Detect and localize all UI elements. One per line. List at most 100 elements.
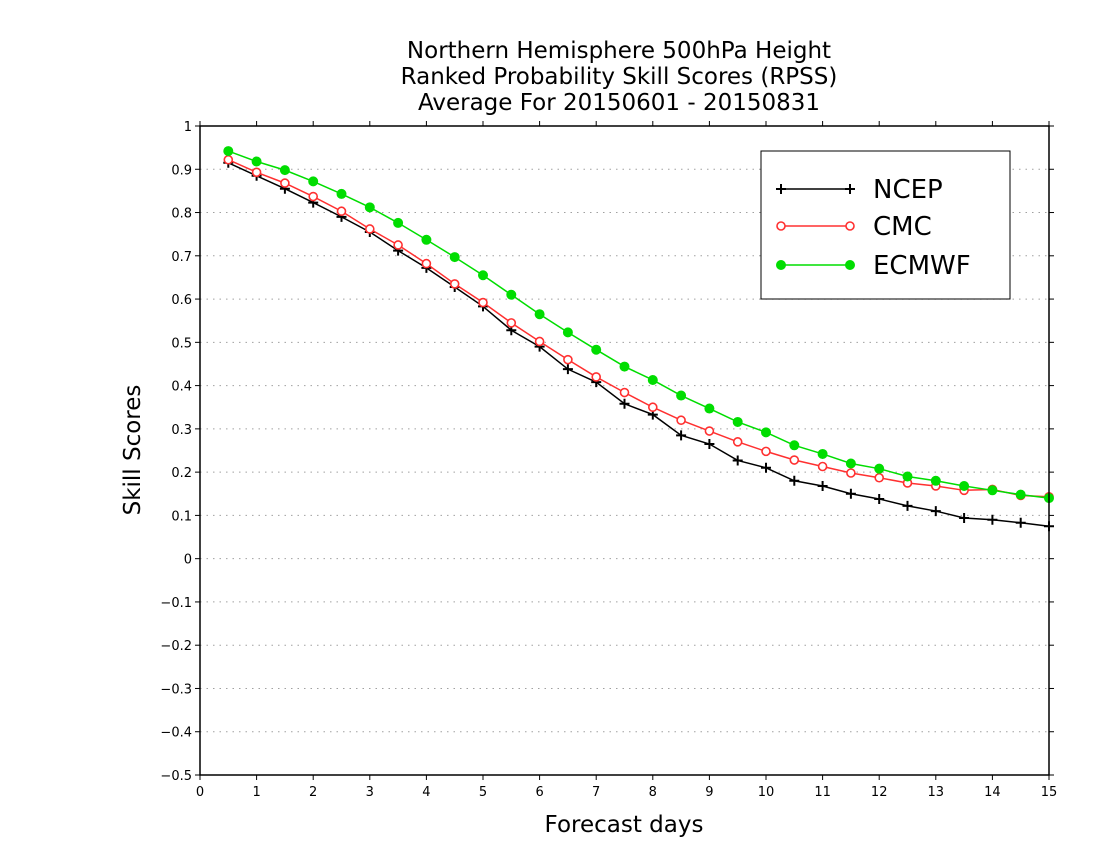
x-axis-ticks: 0 1 2 3 4 5 6 7 8 9 10 11 12 13 14 15 xyxy=(196,121,1057,800)
legend-item-cmc: CMC xyxy=(776,212,932,242)
data-point-cmc xyxy=(251,167,262,178)
data-point-ecmwf xyxy=(647,374,658,385)
data-point-cmc xyxy=(449,279,460,289)
x-tick-label: 5 xyxy=(479,785,487,800)
data-point-cmc xyxy=(789,455,800,465)
data-point-cmc xyxy=(647,402,658,413)
x-tick-label: 0 xyxy=(196,785,204,800)
data-point-ecmwf xyxy=(506,289,517,300)
data-point-ecmwf xyxy=(591,344,602,355)
x-tick-label: 7 xyxy=(592,785,600,800)
x-tick-label: 10 xyxy=(758,785,775,800)
data-point-ecmwf xyxy=(874,463,885,474)
data-point-ncep xyxy=(619,398,630,409)
data-point-ncep xyxy=(562,364,573,375)
legend-item-ecmwf: ECMWF xyxy=(776,251,971,281)
data-point-cmc xyxy=(393,240,403,250)
chart-title-line-1: Northern Hemisphere 500hPa Height xyxy=(407,38,831,64)
y-tick-label: −0.1 xyxy=(160,596,192,611)
y-tick-label: 0.1 xyxy=(171,509,192,524)
data-point-ecmwf xyxy=(619,361,630,372)
plot-frame xyxy=(199,125,1050,776)
chart-title-line-2: Ranked Probability Skill Scores (RPSS) xyxy=(401,64,838,90)
data-point-cmc xyxy=(874,472,885,483)
x-tick-label: 6 xyxy=(535,785,543,800)
data-point-cmc xyxy=(704,426,715,436)
y-tick-label: 0.9 xyxy=(171,163,192,178)
x-tick-label: 13 xyxy=(928,785,945,800)
x-tick-label: 4 xyxy=(422,785,430,800)
legend-item-ncep: NCEP xyxy=(776,175,943,205)
data-point-cmc xyxy=(732,437,743,447)
y-tick-label: −0.3 xyxy=(160,682,192,697)
data-point-ecmwf xyxy=(930,475,941,486)
y-tick-label: 0.2 xyxy=(171,466,192,481)
x-tick-label: 1 xyxy=(252,785,260,800)
x-tick-label: 11 xyxy=(814,785,831,800)
data-point-ncep xyxy=(817,480,828,491)
data-point-ecmwf xyxy=(959,480,970,491)
y-tick-label: 1 xyxy=(184,120,192,135)
data-point-ecmwf xyxy=(449,252,460,263)
data-point-ecmwf xyxy=(279,165,290,176)
x-tick-label: 9 xyxy=(705,785,713,800)
data-point-ncep xyxy=(902,500,913,511)
legend-box xyxy=(760,150,1011,300)
data-point-ecmwf xyxy=(562,327,573,338)
data-point-ecmwf xyxy=(817,448,828,459)
data-point-ecmwf xyxy=(223,146,234,157)
x-tick-label: 2 xyxy=(309,785,317,800)
y-tick-label: 0.7 xyxy=(171,250,192,265)
data-point-ncep xyxy=(959,512,970,523)
data-point-ncep xyxy=(704,439,715,450)
y-tick-label: −0.2 xyxy=(160,639,192,654)
y-tick-label: 0.4 xyxy=(171,380,192,395)
data-point-cmc xyxy=(308,191,319,202)
data-point-cmc xyxy=(364,224,375,234)
legend-marker-cmc xyxy=(776,221,786,231)
chart-title-line-3: Average For 20150601 - 20150831 xyxy=(418,90,820,116)
data-point-ecmwf xyxy=(421,234,432,245)
data-point-cmc xyxy=(591,372,602,382)
data-point-ecmwf xyxy=(902,471,913,482)
data-point-cmc xyxy=(846,468,856,478)
legend-marker-cmc xyxy=(845,221,855,231)
x-tick-label: 3 xyxy=(366,785,374,800)
legend-marker-ncep xyxy=(776,184,786,194)
data-point-ecmwf xyxy=(393,217,404,228)
x-axis-title: Forecast days xyxy=(545,812,704,838)
data-point-cmc xyxy=(676,415,686,426)
data-point-cmc xyxy=(506,318,517,328)
data-point-ecmwf xyxy=(308,176,319,187)
y-tick-label: 0.5 xyxy=(171,336,192,351)
y-axis-title: Skill Scores xyxy=(120,385,146,516)
data-point-ncep xyxy=(789,475,800,486)
data-point-ecmwf xyxy=(1015,489,1026,500)
data-point-cmc xyxy=(280,178,290,188)
x-tick-label: 15 xyxy=(1041,785,1058,800)
data-point-cmc xyxy=(563,354,573,365)
data-point-ecmwf xyxy=(789,440,800,451)
data-point-ncep xyxy=(874,493,885,504)
data-point-ncep xyxy=(676,430,687,441)
y-tick-label: 0.8 xyxy=(171,207,192,222)
data-point-cmc xyxy=(817,461,828,472)
x-tick-label: 8 xyxy=(649,785,657,800)
data-point-ecmwf xyxy=(761,427,771,438)
data-point-ecmwf xyxy=(845,458,856,469)
data-point-ecmwf xyxy=(336,188,347,199)
data-point-ncep xyxy=(732,455,743,466)
x-tick-label: 12 xyxy=(871,785,888,800)
legend-label-ncep: NCEP xyxy=(873,175,943,205)
data-point-ncep xyxy=(987,514,998,525)
data-point-ncep xyxy=(761,462,771,473)
series-ecmwf xyxy=(223,146,1054,504)
data-point-cmc xyxy=(478,297,488,308)
legend: NCEP CMC ECMWF xyxy=(760,150,1011,300)
data-point-ecmwf xyxy=(364,202,375,213)
legend-label-cmc: CMC xyxy=(873,212,932,242)
data-point-ecmwf xyxy=(478,270,488,281)
data-point-ecmwf xyxy=(732,416,743,427)
data-point-cmc xyxy=(336,206,347,217)
